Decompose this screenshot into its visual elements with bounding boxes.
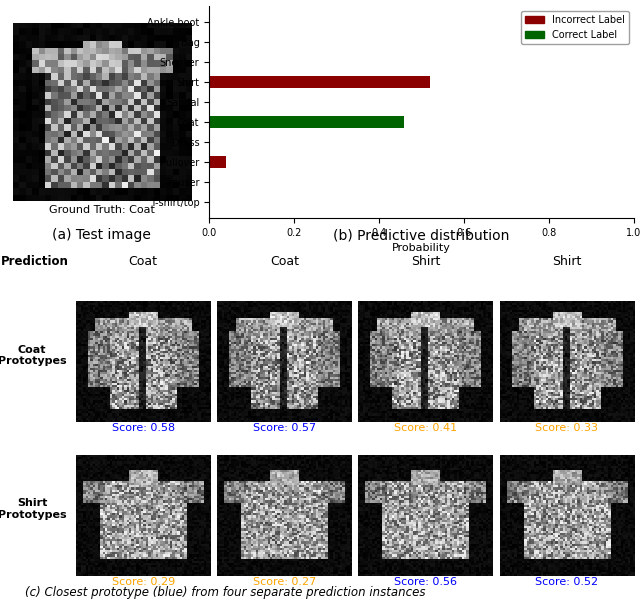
X-axis label: Ground Truth: Coat: Ground Truth: Coat bbox=[49, 206, 155, 215]
Text: Shirt
Prototypes: Shirt Prototypes bbox=[0, 498, 67, 520]
X-axis label: Probability: Probability bbox=[392, 243, 451, 253]
X-axis label: Score: 0.29: Score: 0.29 bbox=[111, 577, 175, 587]
Text: Shirt: Shirt bbox=[552, 255, 581, 268]
Text: Prediction: Prediction bbox=[1, 255, 69, 268]
X-axis label: Score: 0.33: Score: 0.33 bbox=[535, 423, 598, 433]
Text: (a) Test image: (a) Test image bbox=[52, 228, 152, 242]
Bar bbox=[209, 76, 430, 88]
X-axis label: Score: 0.56: Score: 0.56 bbox=[394, 577, 457, 587]
Bar bbox=[209, 116, 404, 128]
X-axis label: Score: 0.52: Score: 0.52 bbox=[535, 577, 598, 587]
Text: Coat: Coat bbox=[270, 255, 299, 268]
X-axis label: Score: 0.41: Score: 0.41 bbox=[394, 423, 457, 433]
Text: Coat: Coat bbox=[129, 255, 157, 268]
Text: (c) Closest prototype (blue) from four separate prediction instances: (c) Closest prototype (blue) from four s… bbox=[25, 586, 426, 598]
Text: Coat
Prototypes: Coat Prototypes bbox=[0, 345, 67, 366]
X-axis label: Score: 0.58: Score: 0.58 bbox=[111, 423, 175, 433]
X-axis label: Score: 0.27: Score: 0.27 bbox=[253, 577, 316, 587]
X-axis label: Score: 0.57: Score: 0.57 bbox=[253, 423, 316, 433]
Text: Shirt: Shirt bbox=[411, 255, 440, 268]
Bar bbox=[209, 156, 226, 168]
Text: (b) Predictive distribution: (b) Predictive distribution bbox=[333, 228, 509, 242]
Legend: Incorrect Label, Correct Label: Incorrect Label, Correct Label bbox=[521, 11, 628, 43]
